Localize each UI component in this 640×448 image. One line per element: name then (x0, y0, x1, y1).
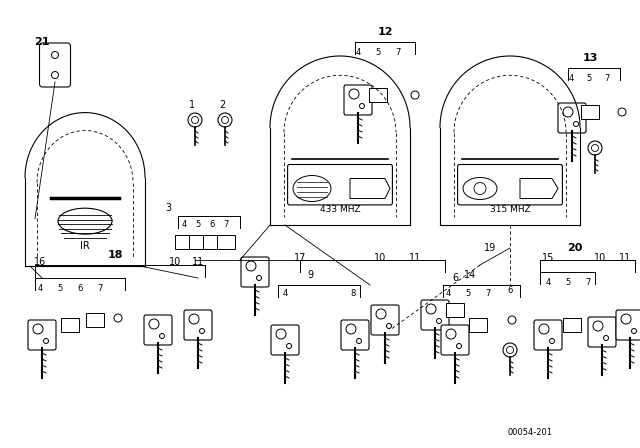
Text: 19: 19 (484, 243, 496, 253)
FancyBboxPatch shape (287, 164, 392, 205)
FancyBboxPatch shape (534, 320, 562, 350)
Text: 5: 5 (586, 73, 591, 82)
Text: 5: 5 (195, 220, 200, 228)
Text: 1: 1 (189, 100, 195, 110)
FancyBboxPatch shape (40, 43, 70, 87)
Bar (469, 318, 487, 332)
Text: 4: 4 (568, 73, 573, 82)
Text: 4: 4 (282, 289, 287, 297)
Text: IR: IR (80, 241, 90, 251)
Text: 5: 5 (58, 284, 63, 293)
FancyBboxPatch shape (371, 305, 399, 335)
FancyBboxPatch shape (144, 315, 172, 345)
Text: 00054-201: 00054-201 (508, 427, 552, 436)
Bar (563, 318, 581, 332)
Text: 4: 4 (181, 220, 187, 228)
FancyBboxPatch shape (441, 325, 469, 355)
Text: 7: 7 (604, 73, 610, 82)
Text: 5: 5 (565, 277, 571, 287)
Text: 10: 10 (374, 253, 386, 263)
Text: 4: 4 (37, 284, 43, 293)
FancyBboxPatch shape (588, 317, 616, 347)
FancyBboxPatch shape (241, 257, 269, 287)
FancyBboxPatch shape (28, 320, 56, 350)
Text: 7: 7 (97, 284, 102, 293)
Text: 6: 6 (77, 284, 83, 293)
Ellipse shape (463, 177, 497, 199)
Bar (581, 105, 599, 119)
Text: 7: 7 (485, 289, 491, 297)
FancyBboxPatch shape (184, 310, 212, 340)
Text: 10: 10 (169, 257, 181, 267)
Bar (217, 235, 235, 249)
Bar (189, 235, 207, 249)
Text: 433 MHZ: 433 MHZ (320, 205, 360, 214)
Ellipse shape (293, 176, 331, 202)
Text: 315 MHZ: 315 MHZ (490, 205, 531, 214)
FancyBboxPatch shape (421, 300, 449, 330)
Text: 7: 7 (396, 47, 401, 56)
Text: 21: 21 (35, 37, 50, 47)
Text: 20: 20 (567, 243, 582, 253)
Text: 12: 12 (377, 27, 393, 37)
Text: 4: 4 (445, 289, 451, 297)
Bar (203, 235, 221, 249)
Text: 7: 7 (586, 277, 591, 287)
Text: 4: 4 (355, 47, 360, 56)
Text: 13: 13 (582, 53, 598, 63)
Bar (61, 318, 79, 332)
Text: 7: 7 (223, 220, 228, 228)
FancyBboxPatch shape (344, 85, 372, 115)
Bar (446, 303, 464, 317)
Text: 3: 3 (165, 203, 171, 213)
Text: 2: 2 (219, 100, 225, 110)
Text: 10: 10 (594, 253, 606, 263)
Text: 9: 9 (307, 270, 313, 280)
Bar (175, 235, 193, 249)
Text: 15: 15 (542, 253, 554, 263)
Text: 11: 11 (192, 257, 204, 267)
Text: 6: 6 (452, 273, 458, 283)
FancyBboxPatch shape (616, 310, 640, 340)
FancyBboxPatch shape (341, 320, 369, 350)
FancyBboxPatch shape (458, 164, 563, 205)
Text: 5: 5 (465, 289, 470, 297)
Text: 6: 6 (209, 220, 214, 228)
Bar (86, 313, 104, 327)
Text: 17: 17 (294, 253, 306, 263)
Text: 11: 11 (619, 253, 631, 263)
FancyBboxPatch shape (271, 325, 299, 355)
Text: 4: 4 (545, 277, 550, 287)
Bar (369, 88, 387, 102)
Text: 16: 16 (34, 257, 46, 267)
Ellipse shape (58, 208, 112, 234)
FancyBboxPatch shape (558, 103, 586, 133)
Text: 5: 5 (376, 47, 381, 56)
Text: 6: 6 (508, 285, 513, 294)
Text: 8: 8 (350, 289, 356, 297)
Text: 11: 11 (409, 253, 421, 263)
Text: 18: 18 (108, 250, 123, 260)
Text: 14: 14 (464, 270, 476, 280)
